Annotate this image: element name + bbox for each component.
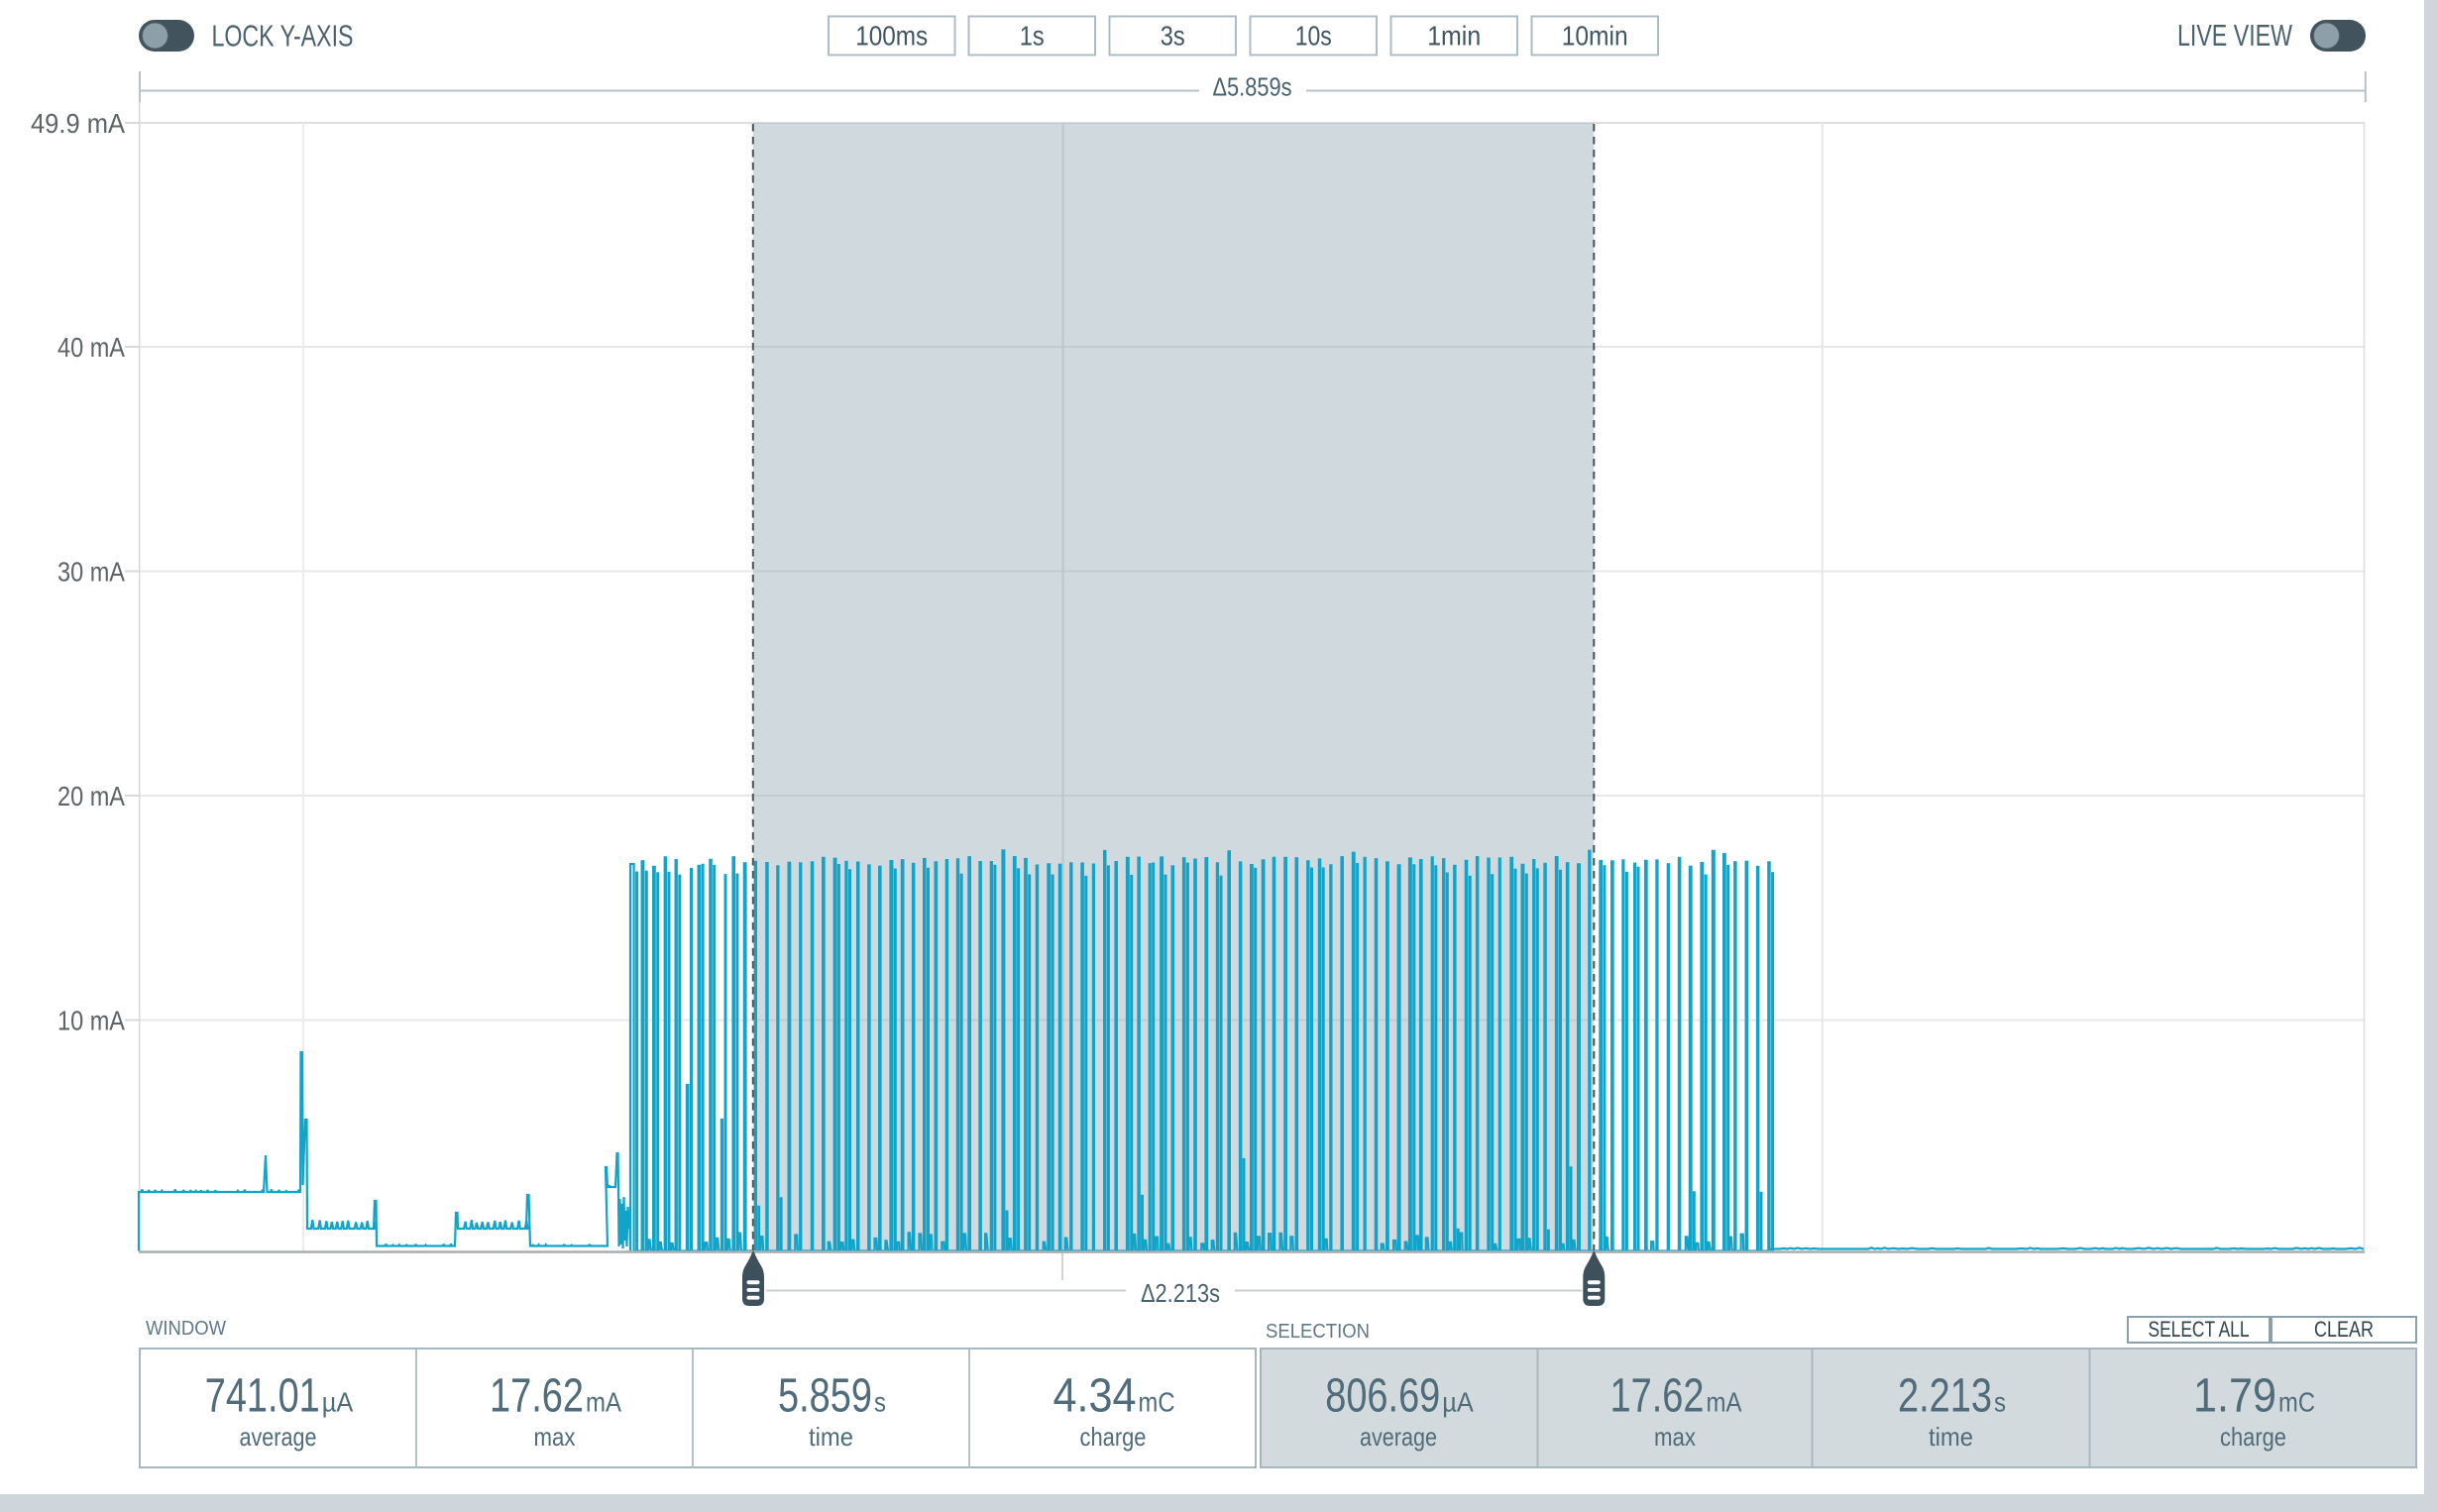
svg-text:1.79: 1.79 <box>2193 1370 2276 1423</box>
svg-text:LOCK Y-AXIS: LOCK Y-AXIS <box>212 19 354 54</box>
svg-text:LIVE VIEW: LIVE VIEW <box>2177 18 2293 53</box>
svg-text:mA: mA <box>1707 1387 1742 1418</box>
svg-text:max: max <box>534 1422 576 1452</box>
svg-text:CLEAR: CLEAR <box>2314 1317 2374 1342</box>
svg-text:charge: charge <box>2220 1422 2286 1452</box>
svg-text:µA: µA <box>322 1387 354 1418</box>
svg-text:Δ5.859s: Δ5.859s <box>1213 72 1292 102</box>
svg-text:s: s <box>1994 1387 2006 1418</box>
svg-text:30 mA: 30 mA <box>57 556 125 587</box>
svg-text:2.213: 2.213 <box>1898 1370 1992 1423</box>
svg-text:mA: mA <box>586 1387 621 1418</box>
svg-text:time: time <box>1929 1422 1973 1452</box>
svg-text:1min: 1min <box>1427 21 1481 52</box>
svg-text:SELECTION: SELECTION <box>1266 1321 1370 1343</box>
svg-text:average: average <box>1360 1422 1437 1452</box>
svg-text:mC: mC <box>2278 1387 2315 1418</box>
svg-text:10s: 10s <box>1295 21 1332 52</box>
svg-text:49.9 mA: 49.9 mA <box>31 108 125 139</box>
svg-text:17.62: 17.62 <box>490 1370 584 1423</box>
svg-text:1s: 1s <box>1020 21 1045 52</box>
svg-text:Δ2.213s: Δ2.213s <box>1141 1278 1220 1308</box>
svg-text:5.859: 5.859 <box>778 1370 872 1423</box>
svg-text:10min: 10min <box>1562 21 1628 52</box>
svg-text:741.01: 741.01 <box>205 1370 320 1423</box>
svg-text:100ms: 100ms <box>855 21 928 52</box>
svg-text:mC: mC <box>1139 1387 1175 1418</box>
svg-text:10 mA: 10 mA <box>57 1005 125 1035</box>
svg-text:806.69: 806.69 <box>1325 1370 1440 1423</box>
svg-text:s: s <box>874 1387 886 1418</box>
svg-text:max: max <box>1654 1422 1696 1452</box>
svg-text:20 mA: 20 mA <box>57 781 125 811</box>
svg-text:SELECT ALL: SELECT ALL <box>2149 1317 2250 1342</box>
svg-text:17.62: 17.62 <box>1610 1370 1705 1423</box>
svg-text:average: average <box>240 1422 317 1452</box>
svg-text:WINDOW: WINDOW <box>146 1318 226 1340</box>
svg-text:4.34: 4.34 <box>1053 1370 1137 1423</box>
svg-text:time: time <box>809 1422 853 1452</box>
svg-text:40 mA: 40 mA <box>57 332 125 363</box>
svg-text:3s: 3s <box>1161 21 1185 52</box>
svg-text:charge: charge <box>1080 1422 1147 1452</box>
svg-text:µA: µA <box>1442 1387 1474 1418</box>
